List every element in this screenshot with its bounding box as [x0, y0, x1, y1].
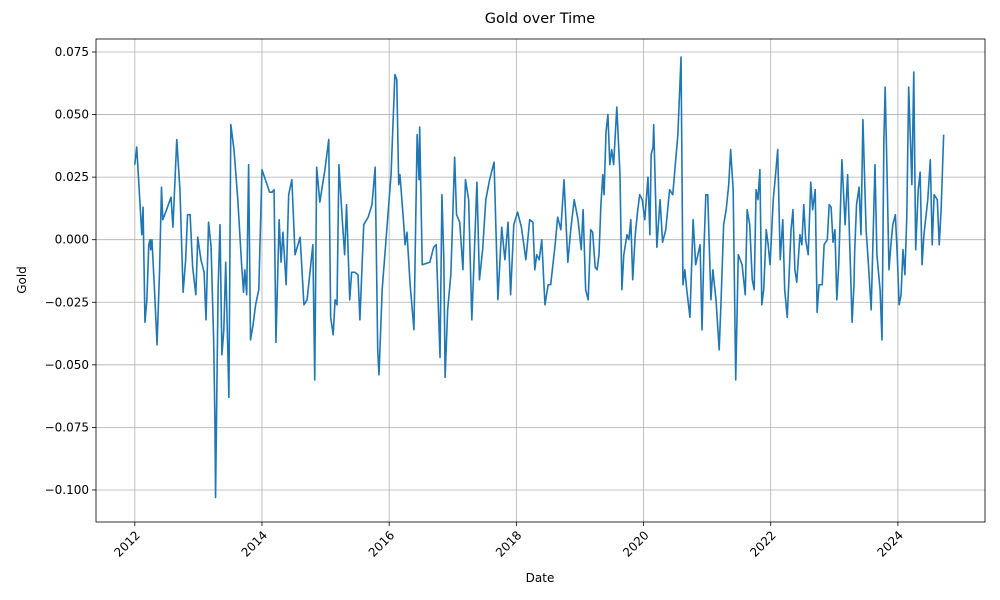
y-tick-label: 0.075	[55, 45, 89, 59]
y-tick-label: 0.025	[55, 170, 89, 184]
y-tick-label: −0.100	[45, 483, 89, 497]
y-tick-label: −0.025	[45, 295, 89, 309]
y-tick-label: 0.050	[55, 108, 89, 122]
chart-title: Gold over Time	[485, 11, 595, 27]
plot	[133, 56, 945, 499]
y-tick-label: −0.075	[45, 420, 89, 434]
x-axis-label: Date	[526, 571, 555, 585]
plot-frame	[95, 38, 986, 523]
grid	[96, 39, 985, 522]
data-line	[133, 56, 945, 499]
y-tick-label: −0.050	[45, 358, 89, 372]
y-tick-label: 0.000	[55, 233, 89, 247]
y-axis-label: Gold	[15, 266, 29, 294]
